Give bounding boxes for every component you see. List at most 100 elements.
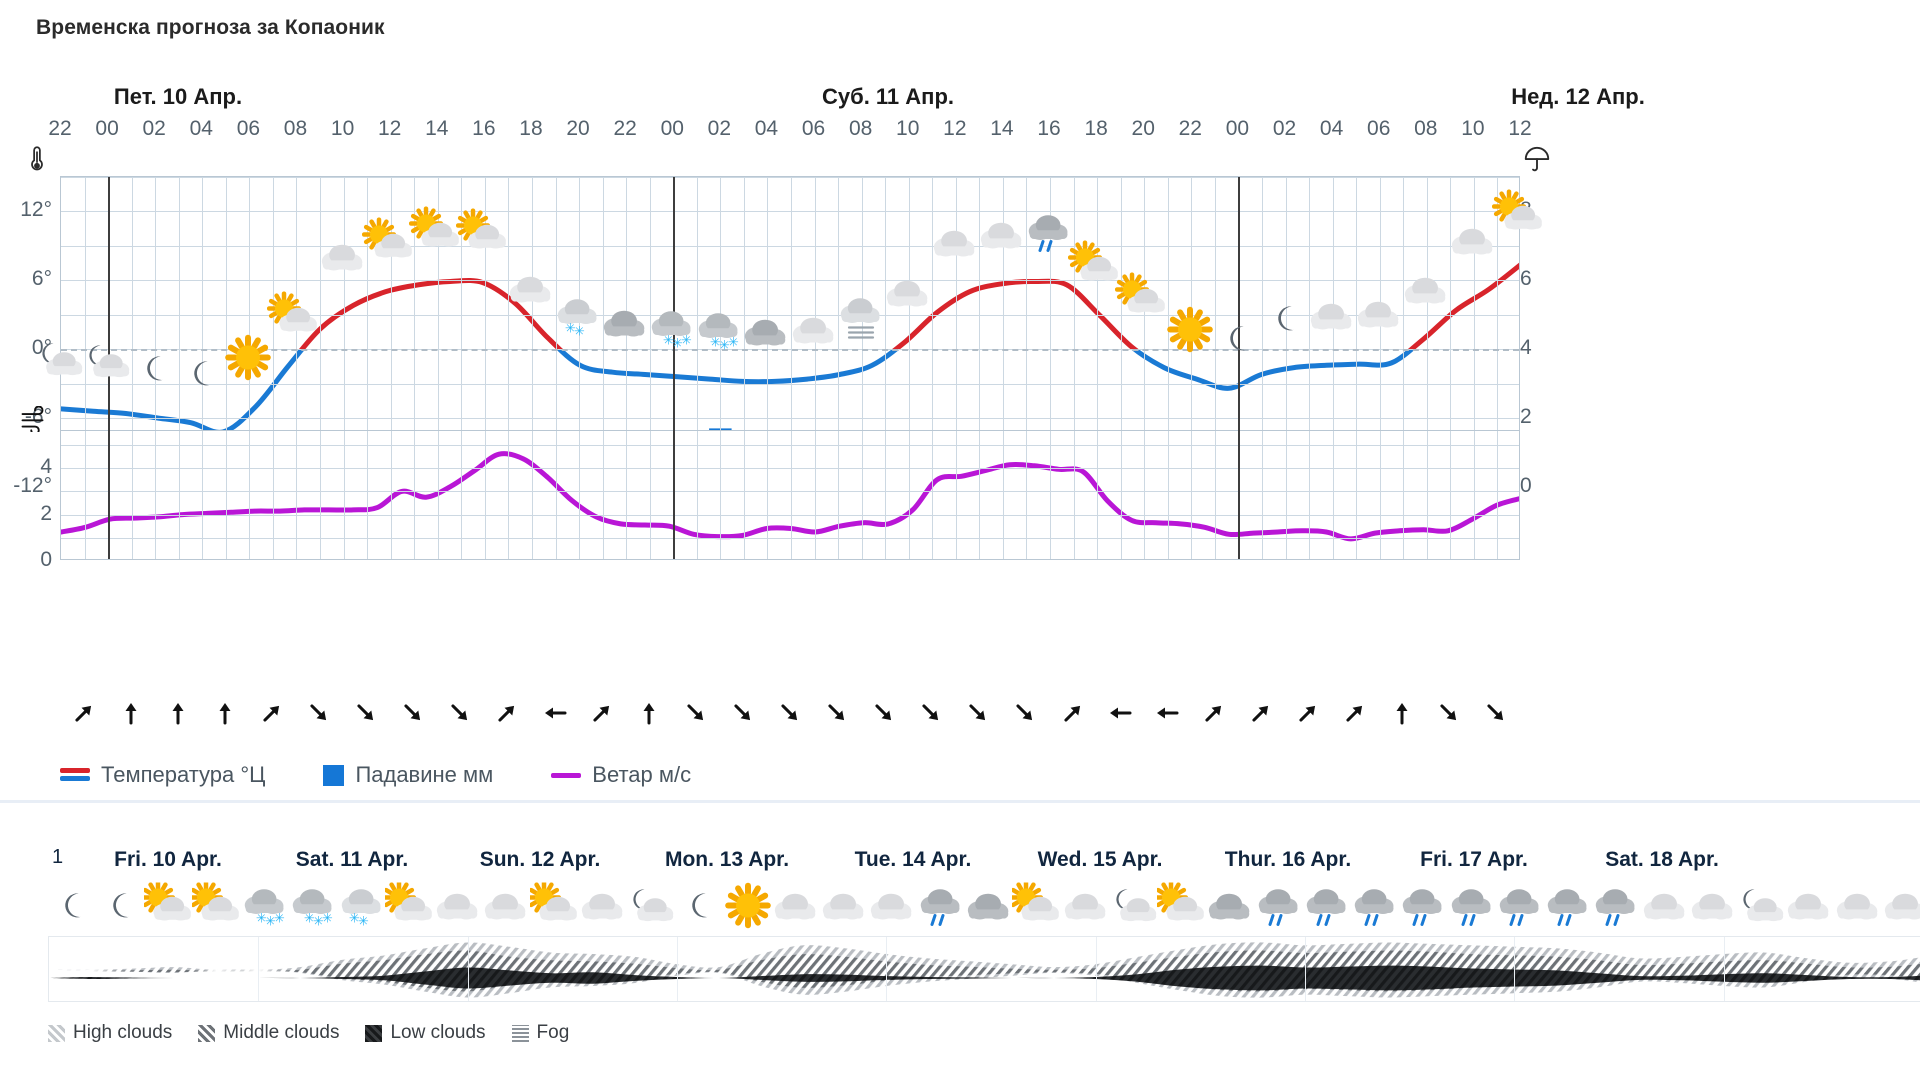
weather-icon-cloud <box>974 209 1030 264</box>
gridline-v <box>932 431 934 559</box>
legend-item-wind[interactable]: Ветар м/с <box>551 762 691 788</box>
lower-weather-icon-snowcloud2: ✳ ✳ <box>337 883 387 934</box>
svg-text:✳: ✳ <box>304 912 315 927</box>
hour-tick-31: 12 <box>1508 117 1532 140</box>
gridline-v <box>390 431 392 559</box>
wind-chart[interactable] <box>60 430 1520 560</box>
day-separator <box>108 431 111 559</box>
lower-day-header-3[interactable]: Mon. 13 Apr. <box>664 848 790 871</box>
gridline-v <box>885 177 887 485</box>
cloud-legend-item-low: Low clouds <box>365 1022 486 1044</box>
lower-weather-icon-raincloud <box>1302 883 1352 934</box>
weather-icon-suncloud <box>267 291 323 347</box>
umbrella-icon <box>1524 146 1550 172</box>
hour-tick-19: 12 <box>943 117 967 140</box>
cloud-panel-separator <box>1095 937 1097 1001</box>
cloud-layer-chart[interactable] <box>48 936 1920 1002</box>
svg-text:✳: ✳ <box>265 915 276 929</box>
wind-arrow-NW <box>777 700 803 726</box>
cloud-panel-separator <box>886 937 888 1001</box>
cloud-legend-item-fog: Fog <box>511 1022 570 1044</box>
lower-weather-icon-raincloud <box>1543 883 1593 934</box>
gridline-v <box>1473 177 1475 485</box>
weather-icon-cloud <box>927 217 983 272</box>
gridline-v <box>1379 431 1381 559</box>
gridline-v <box>320 177 322 485</box>
wind-arrow-E <box>1107 700 1133 726</box>
lower-weather-icon-suncloud <box>140 880 194 934</box>
gridline-v <box>461 431 463 559</box>
hour-tick-2: 02 <box>142 117 166 140</box>
wind-axis: 4 2 0 <box>0 404 52 571</box>
lower-day-header-0[interactable]: Fri. 10 Apr. <box>114 848 222 871</box>
lower-day-header-8[interactable]: Sat. 18 Apr. <box>1605 848 1719 871</box>
hour-tick-3: 04 <box>189 117 213 140</box>
gridline-v <box>202 431 204 559</box>
temperature-tick-2: 0° <box>31 336 52 360</box>
lower-weather-icon-snowcloud: ✳ ✳ ✳ <box>240 883 290 934</box>
gridline-v <box>1285 431 1287 559</box>
gridline-v <box>602 431 604 559</box>
wind-arrow-NW <box>1483 700 1509 726</box>
lower-weather-icon-mooncloud <box>626 883 676 934</box>
cloud-legend-label-fog: Fog <box>536 1022 570 1043</box>
lower-weather-icon-raincloud <box>1350 883 1400 934</box>
lower-day-header-4[interactable]: Tue. 14 Apr. <box>854 848 972 871</box>
hour-tick-1: 00 <box>95 117 119 140</box>
weather-icon-suncloud <box>455 208 512 263</box>
legend-item-precipitation[interactable]: Падавине мм <box>323 762 493 788</box>
gridline-v <box>84 177 86 485</box>
lower-day-header-7[interactable]: Fri. 17 Apr. <box>1420 848 1528 871</box>
gridline-v <box>979 431 981 559</box>
lower-weather-icon-cloud <box>481 883 531 934</box>
lower-day-header-6[interactable]: Thur. 16 Apr. <box>1224 848 1352 871</box>
cloud-legend-label-high: High clouds <box>73 1022 173 1043</box>
gridline-v <box>767 431 769 559</box>
gridline-v <box>955 431 957 559</box>
wind-arrow-SW <box>259 700 285 726</box>
weather-icon-moon <box>173 348 229 403</box>
gridline-h <box>61 468 1519 470</box>
hour-tick-18: 10 <box>896 117 920 140</box>
gridline-v <box>1026 431 1028 559</box>
gridline-v <box>414 177 416 485</box>
gridline-v <box>1120 177 1122 485</box>
high-clouds-swatch <box>48 1024 65 1042</box>
hour-tick-24: 22 <box>1178 117 1202 140</box>
gridline-v <box>1426 431 1428 559</box>
gridline-v <box>320 431 322 559</box>
gridline-v <box>1050 177 1052 485</box>
hour-tick-10: 18 <box>519 117 543 140</box>
lower-weather-icon-cloud <box>433 883 483 934</box>
gridline-v <box>367 431 369 559</box>
wind-arrow-SW <box>1060 700 1086 726</box>
gridline-v <box>649 177 651 485</box>
gridline-v <box>1450 177 1452 485</box>
legend-item-temperature[interactable]: Температура °Ц <box>60 762 265 788</box>
gridline-h <box>61 514 1519 516</box>
gridline-v <box>131 431 133 559</box>
gridline-v <box>1261 431 1263 559</box>
svg-text:✳: ✳ <box>565 322 576 337</box>
wind-arrow-SW <box>589 700 615 726</box>
lower-weather-icon-mooncloud <box>1736 883 1786 934</box>
lower-day-header-2[interactable]: Sun. 12 Apr. <box>479 848 601 871</box>
gridline-v <box>155 431 157 559</box>
gridline-v <box>1309 177 1311 485</box>
svg-text:✳: ✳ <box>358 915 369 929</box>
hour-tick-27: 04 <box>1319 117 1344 140</box>
gridline-v <box>531 431 533 559</box>
temperature-tick-3: -6° <box>24 405 52 429</box>
gridline-h <box>61 491 1519 493</box>
precipitation-swatch <box>323 764 345 786</box>
lower-day-header-5[interactable]: Wed. 15 Apr. <box>1037 848 1163 871</box>
weather-icon-cloud <box>1351 289 1407 344</box>
gridline-v <box>1214 431 1216 559</box>
wind-swatch <box>551 772 582 778</box>
gridline-v <box>508 431 510 559</box>
gridline-v <box>720 431 722 559</box>
lower-weather-icon-raincloud <box>1447 883 1497 934</box>
lower-weather-icon-cloud <box>1640 883 1690 934</box>
wind-arrow-S <box>212 700 238 726</box>
lower-day-header-1[interactable]: Sat. 11 Apr. <box>295 848 409 871</box>
